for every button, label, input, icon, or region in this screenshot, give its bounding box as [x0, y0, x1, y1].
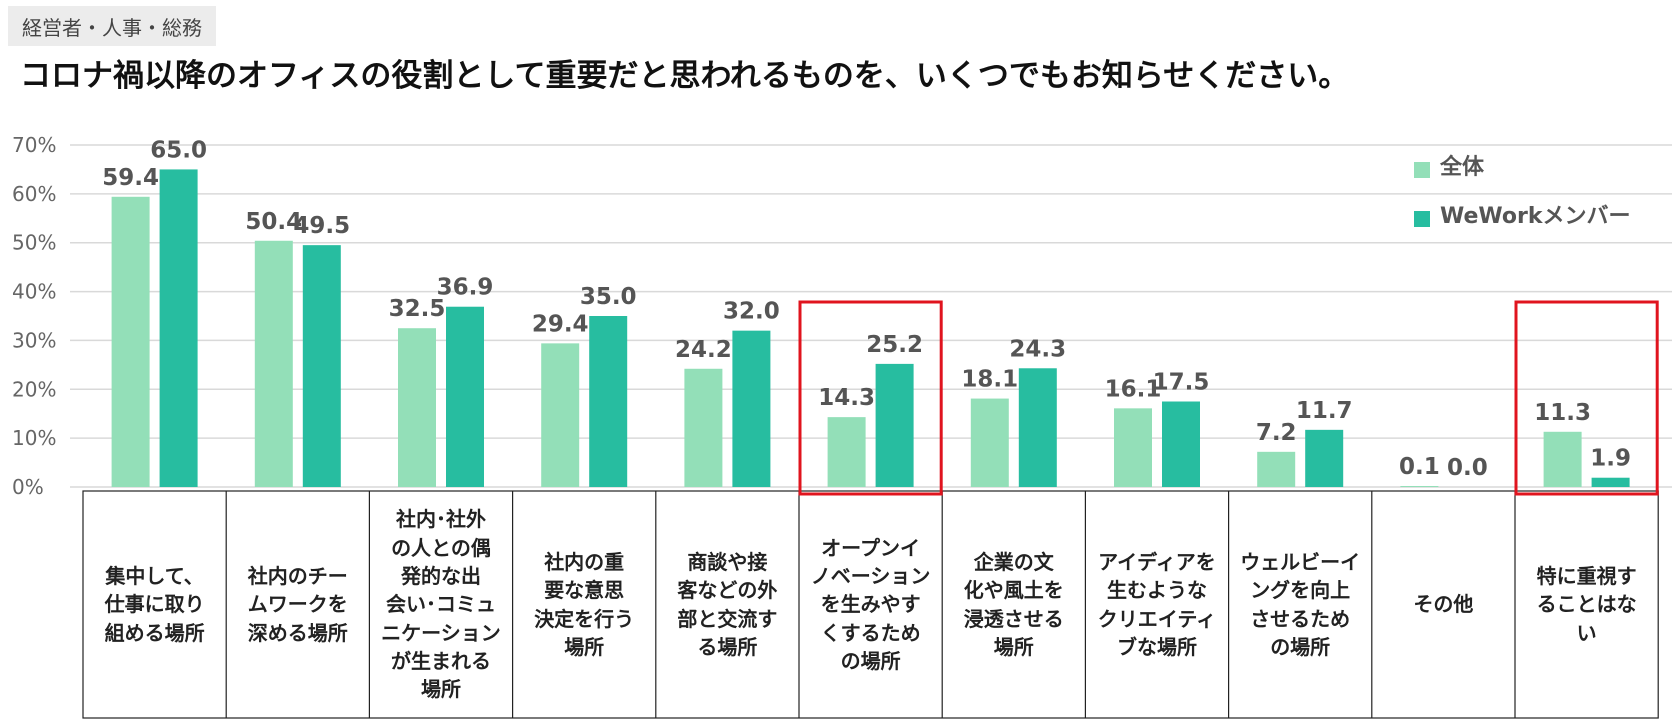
bar-all	[541, 343, 580, 487]
bar-wework	[1591, 477, 1630, 487]
y-tick-label: 60%	[12, 182, 56, 206]
bar-wework	[1162, 401, 1200, 487]
data-label-all: 7.2	[1256, 420, 1297, 446]
bar-all	[1400, 486, 1439, 487]
data-label-all: 16.1	[1105, 376, 1162, 402]
category-label: 社内の重 要な意思 決定を行う 場所	[534, 549, 635, 659]
bar-wework	[589, 316, 628, 487]
category-label: 社内のチー ムワークを 深める場所	[247, 563, 348, 645]
legend-swatch-wework	[1414, 211, 1430, 227]
bar-wework	[446, 306, 484, 487]
legend-label-wework: WeWorkメンバー	[1440, 204, 1630, 229]
data-label-all: 29.4	[532, 311, 589, 337]
data-label-wework: 0.0	[1447, 455, 1488, 481]
data-label-wework: 32.0	[723, 299, 780, 325]
data-label-wework: 25.2	[866, 332, 923, 358]
data-label-wework: 65.0	[150, 137, 207, 163]
segment-tag: 経営者・人事・総務	[8, 6, 216, 46]
category-label: アイディアを 生むような クリエイティ ブな場所	[1097, 549, 1217, 659]
bar-wework	[732, 330, 771, 487]
legend-label-all: 全体	[1439, 154, 1485, 180]
category-table-border	[82, 490, 1659, 719]
data-label-wework: 1.9	[1590, 446, 1631, 472]
data-label-all: 11.3	[1534, 400, 1591, 426]
data-label-all: 50.4	[245, 209, 302, 235]
bar-wework	[875, 363, 914, 487]
bar-all	[827, 417, 866, 487]
bar-all	[398, 328, 436, 487]
bar-wework	[1305, 429, 1344, 487]
category-label: 企業の文 化や風土を 浸透させる 場所	[963, 549, 1064, 659]
bar-wework	[159, 169, 198, 487]
data-label-wework: 36.9	[437, 275, 494, 301]
y-tick-label: 50%	[12, 231, 56, 255]
data-label-wework: 11.7	[1296, 398, 1353, 424]
y-tick-label: 10%	[12, 426, 56, 450]
y-tick-label: 30%	[12, 328, 56, 352]
highlight-box	[1514, 300, 1659, 496]
bar-all	[684, 368, 723, 487]
bar-all	[111, 196, 150, 487]
data-label-all: 14.3	[818, 385, 875, 411]
bar-all	[1543, 431, 1582, 487]
y-tick-label: 70%	[12, 133, 56, 157]
data-label-wework: 24.3	[1009, 336, 1066, 362]
data-label-wework: 49.5	[293, 213, 350, 239]
y-tick-label: 40%	[12, 280, 56, 304]
data-label-all: 18.1	[961, 367, 1018, 393]
category-label: その他	[1413, 592, 1474, 617]
category-label: 集中して、 仕事に取り 組める場所	[104, 563, 205, 645]
category-label: オープンイ ノベーション を生みやす くするため の場所	[810, 535, 931, 674]
data-label-wework: 17.5	[1153, 370, 1210, 396]
data-label-all: 0.1	[1399, 454, 1440, 480]
data-label-all: 32.5	[389, 296, 446, 322]
data-label-wework: 35.0	[580, 284, 637, 310]
bar-all	[1114, 408, 1152, 487]
legend-swatch-all	[1414, 162, 1430, 178]
data-label-all: 59.4	[102, 165, 159, 191]
y-tick-label: 20%	[12, 377, 56, 401]
chart-title: コロナ禍以降のオフィスの役割として重要だと思われるものを、いくつでもお知らせくだ…	[20, 58, 1350, 94]
y-tick-label: 0%	[12, 475, 44, 499]
data-label-all: 24.2	[675, 337, 732, 363]
category-label: 特に重視す ることはな い	[1536, 563, 1637, 645]
bar-all	[1257, 451, 1296, 487]
highlight-box	[798, 300, 943, 496]
bar-wework	[302, 245, 341, 487]
bar-all	[254, 240, 293, 487]
bar-wework	[1018, 368, 1057, 487]
category-label: ウェルビーイ ングを向上 させるため の場所	[1240, 549, 1361, 659]
category-label: 社内･社外 の人との偶 発的な出 会い･コミュ ニケーション が生まれる 場所	[381, 507, 501, 702]
category-label: 商談や接 客などの外 部と交流す る場所	[677, 549, 778, 659]
bar-all	[970, 398, 1009, 487]
